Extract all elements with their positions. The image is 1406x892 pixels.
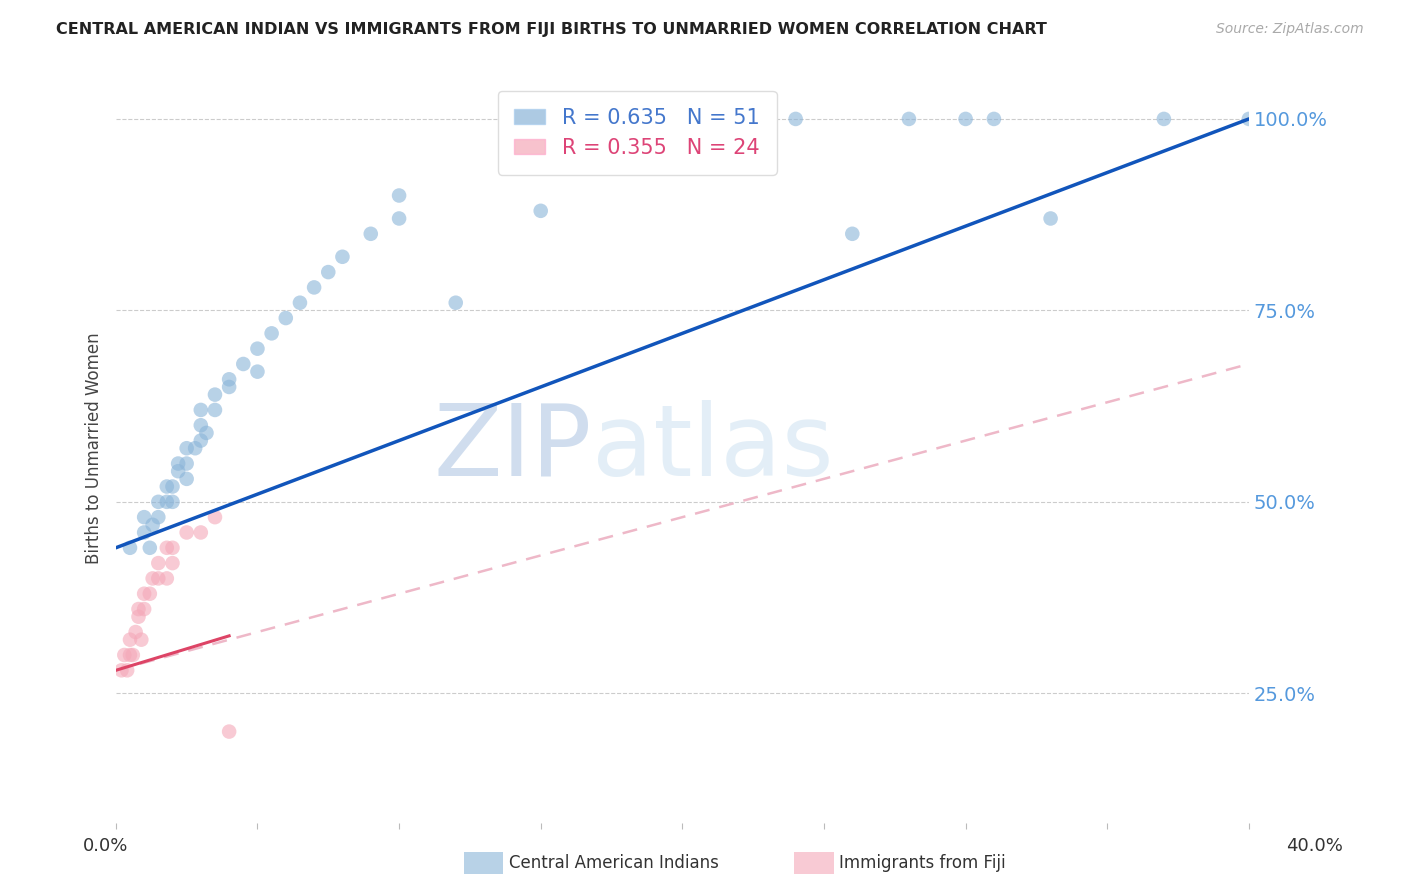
Point [1153,112,1175,126]
Point [190,403,212,417]
Point [139,541,162,555]
Point [388,188,411,202]
Point [148,556,170,570]
Point [190,434,212,448]
Point [139,587,162,601]
Point [1039,211,1062,226]
Point [288,295,311,310]
Point [148,571,170,585]
Point [316,265,339,279]
Point [134,602,156,616]
Point [388,211,411,226]
Point [176,442,198,456]
Point [162,495,184,509]
Point [1237,112,1260,126]
Text: 40.0%: 40.0% [1286,837,1343,855]
Point [118,632,141,647]
Text: CENTRAL AMERICAN INDIAN VS IMMIGRANTS FROM FIJI BIRTHS TO UNMARRIED WOMEN CORREL: CENTRAL AMERICAN INDIAN VS IMMIGRANTS FR… [56,22,1047,37]
Point [302,280,325,294]
Point [232,357,254,371]
Point [142,571,165,585]
Point [115,663,138,677]
Point [530,203,553,218]
Point [176,457,198,471]
Point [118,648,141,662]
Point [195,425,218,440]
Point [148,495,170,509]
Point [162,541,184,555]
Text: ZIP: ZIP [433,400,592,497]
Point [156,571,179,585]
Point [246,365,269,379]
Y-axis label: Births to Unmarried Women: Births to Unmarried Women [86,333,103,564]
Point [156,495,179,509]
Point [218,380,240,394]
Point [131,632,153,647]
Point [983,112,1005,126]
Legend: R = 0.635   N = 51, R = 0.355   N = 24: R = 0.635 N = 51, R = 0.355 N = 24 [498,91,776,175]
Point [332,250,354,264]
Point [121,648,143,662]
Point [586,112,609,126]
Point [671,112,693,126]
Point [897,112,920,126]
Point [124,625,146,640]
Point [728,112,751,126]
Point [110,663,132,677]
Point [134,525,156,540]
Point [785,112,807,126]
Point [148,510,170,524]
Point [162,556,184,570]
Point [204,510,226,524]
Point [190,418,212,433]
Point [614,112,637,126]
Text: Central American Indians: Central American Indians [509,855,718,872]
Point [134,587,156,601]
Point [176,472,198,486]
Text: Immigrants from Fiji: Immigrants from Fiji [839,855,1007,872]
Point [218,724,240,739]
Point [218,372,240,386]
Text: atlas: atlas [592,400,834,497]
Point [360,227,382,241]
Point [127,602,149,616]
Point [112,648,135,662]
Point [955,112,977,126]
Point [156,479,179,493]
Text: 0.0%: 0.0% [83,837,128,855]
Point [260,326,283,341]
Point [167,464,190,478]
Point [246,342,269,356]
Point [134,510,156,524]
Point [274,311,297,326]
Point [184,442,207,456]
Text: Source: ZipAtlas.com: Source: ZipAtlas.com [1216,22,1364,37]
Point [118,541,141,555]
Point [142,517,165,532]
Point [162,479,184,493]
Point [190,525,212,540]
Point [444,295,467,310]
Point [841,227,863,241]
Point [127,609,149,624]
Point [204,387,226,401]
Point [176,525,198,540]
Point [156,541,179,555]
Point [204,403,226,417]
Point [167,457,190,471]
